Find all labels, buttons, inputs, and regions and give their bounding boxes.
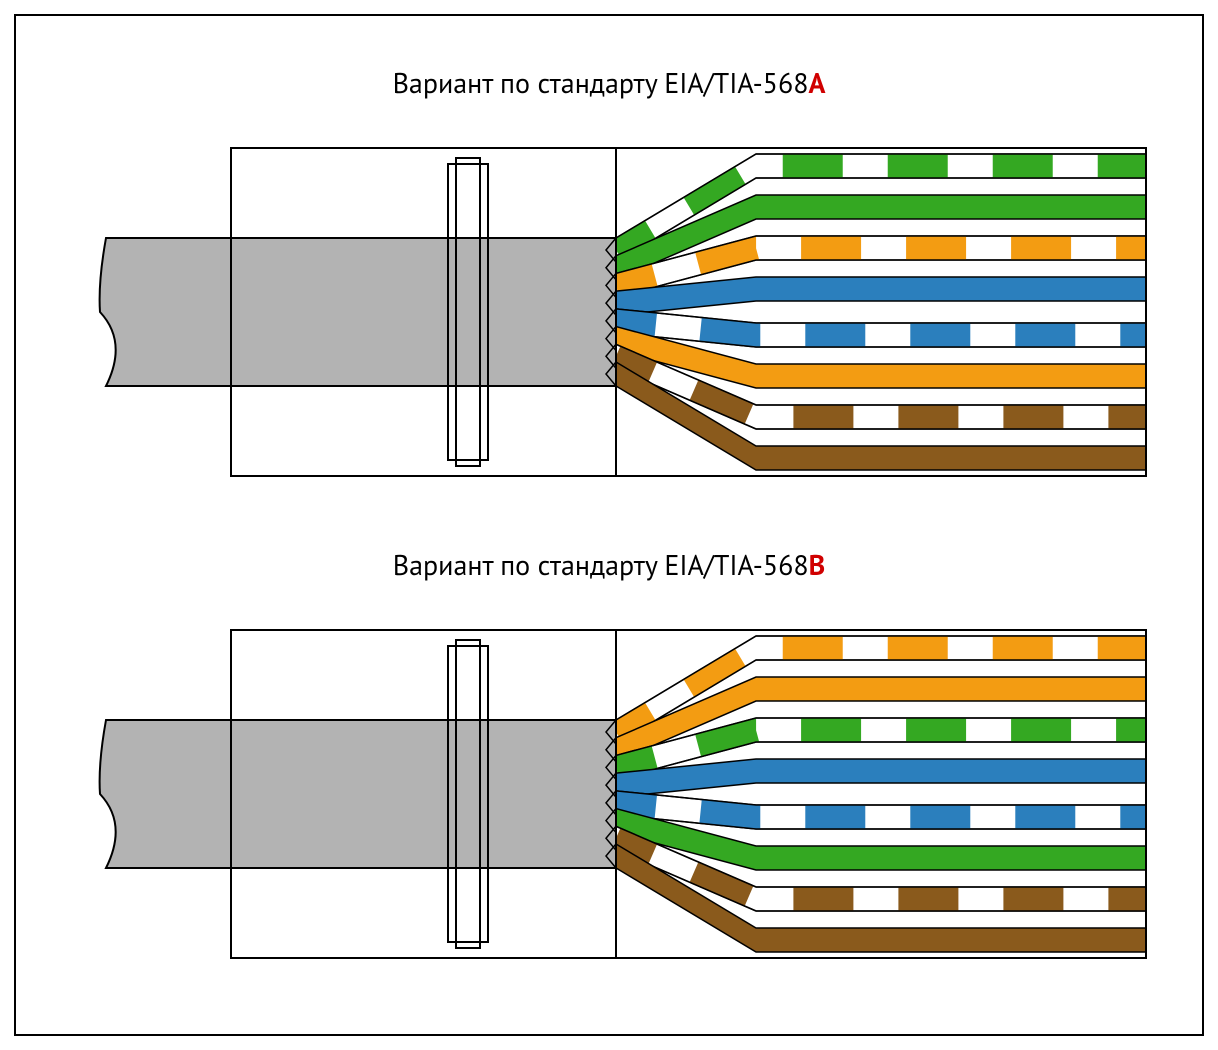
cable-jacket xyxy=(100,238,616,386)
diagram-568b xyxy=(16,568,1206,968)
wire-4 xyxy=(616,759,1146,797)
wire-5 xyxy=(616,791,1146,829)
wire-5 xyxy=(616,309,1146,347)
diagram-568a xyxy=(16,86,1206,486)
wire-4 xyxy=(616,277,1146,315)
cable-jacket xyxy=(100,720,616,868)
outer-frame: Вариант по стандарту EIA/TIA-568A Вариан… xyxy=(14,14,1204,1036)
